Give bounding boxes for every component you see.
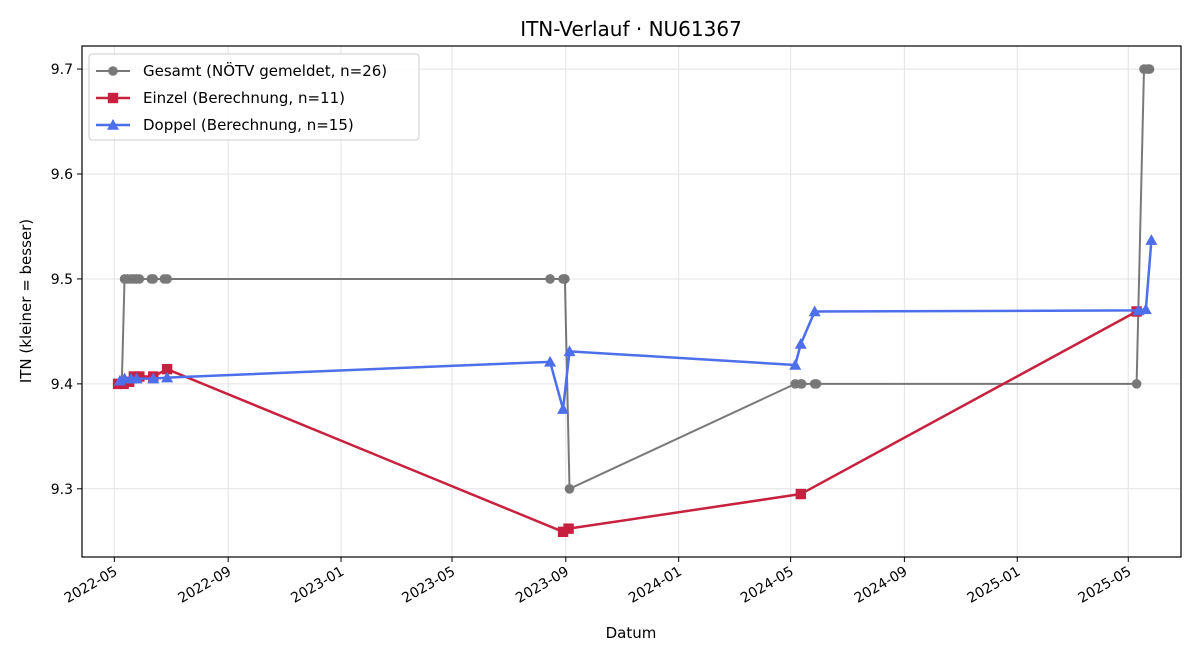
legend: Gesamt (NÖTV gemeldet, n=26) Einzel (Bere… bbox=[88, 53, 420, 141]
x-axis-label: Datum bbox=[606, 624, 657, 642]
series-einzel bbox=[112, 306, 1142, 538]
data-point-doppel bbox=[147, 372, 160, 384]
x-tick-label: 2024-01 bbox=[626, 564, 685, 607]
x-axis: 2022-05 2022-09 2023-01 2023-05 2023-09 2024-… bbox=[62, 557, 1135, 607]
y-tick-label: 9.4 bbox=[51, 377, 73, 393]
data-point-doppel bbox=[130, 372, 143, 384]
legend-entry-einzel bbox=[96, 92, 130, 104]
series-gesamt bbox=[113, 64, 1155, 494]
data-point-gesamt bbox=[564, 483, 575, 494]
data-point-gesamt bbox=[1144, 64, 1155, 74]
data-point-gesamt bbox=[134, 274, 145, 284]
data-point-gesamt bbox=[1131, 379, 1142, 389]
x-tick-label: 2025-01 bbox=[965, 564, 1024, 607]
data-point-doppel bbox=[557, 403, 570, 414]
data-point-doppel bbox=[563, 345, 576, 357]
y-axis-label: ITN (kleiner = besser) bbox=[17, 219, 35, 383]
data-point-einzel bbox=[161, 363, 173, 375]
data-point-einzel bbox=[563, 523, 574, 534]
data-point-einzel bbox=[557, 526, 569, 538]
data-point-gesamt bbox=[811, 379, 822, 389]
data-point-gesamt bbox=[560, 274, 570, 284]
legend-marker-gesamt bbox=[108, 66, 118, 76]
data-point-einzel bbox=[128, 371, 140, 382]
data-point-doppel bbox=[789, 358, 802, 370]
legend-label-gesamt: Gesamt (NÖTV gemeldet, n=26) bbox=[143, 61, 387, 80]
x-tick-label: 2023-09 bbox=[513, 564, 572, 607]
x-tick-label: 2024-05 bbox=[738, 564, 797, 607]
x-tick-label: 2023-05 bbox=[399, 564, 458, 607]
y-tick-label: 9.3 bbox=[51, 482, 73, 498]
legend-box bbox=[88, 53, 420, 141]
data-point-doppel bbox=[544, 355, 557, 367]
x-tick-label: 2025-05 bbox=[1076, 564, 1135, 607]
data-point-gesamt bbox=[545, 274, 555, 284]
data-point-doppel bbox=[1145, 234, 1158, 245]
x-tick-label: 2022-05 bbox=[62, 564, 121, 607]
y-axis: 9.3 9.4 9.5 9.6 9.7 bbox=[51, 62, 82, 498]
data-point-doppel bbox=[1139, 303, 1152, 315]
legend-entry-doppel bbox=[96, 119, 130, 130]
legend-entry-gesamt bbox=[96, 66, 130, 76]
plot-frame bbox=[81, 45, 1182, 558]
x-tick-label: 2022-09 bbox=[176, 564, 235, 607]
legend-marker-doppel bbox=[107, 119, 119, 130]
data-point-einzel bbox=[134, 371, 145, 382]
data-point-gesamt bbox=[148, 274, 159, 284]
y-tick-label: 9.7 bbox=[51, 62, 73, 78]
x-tick-label: 2024-09 bbox=[852, 564, 911, 607]
data-point-doppel bbox=[794, 337, 807, 349]
legend-label-doppel: Doppel (Berechnung, n=15) bbox=[143, 116, 354, 134]
series-line-einzel bbox=[118, 310, 1138, 534]
series-doppel bbox=[113, 234, 1158, 414]
y-tick-label: 9.5 bbox=[51, 272, 73, 288]
chart-title: ITN-Verlauf · NU61367 bbox=[520, 17, 742, 41]
y-tick-label: 9.6 bbox=[51, 167, 73, 183]
data-point-doppel bbox=[161, 371, 174, 383]
data-point-gesamt bbox=[796, 379, 807, 389]
data-point-gesamt bbox=[162, 274, 172, 284]
series-layer bbox=[112, 64, 1158, 538]
data-point-einzel bbox=[795, 488, 806, 500]
legend-marker-einzel bbox=[107, 92, 119, 104]
data-point-doppel bbox=[808, 305, 821, 317]
x-tick-label: 2023-01 bbox=[288, 564, 347, 607]
legend-label-einzel: Einzel (Berechnung, n=11) bbox=[143, 89, 345, 107]
